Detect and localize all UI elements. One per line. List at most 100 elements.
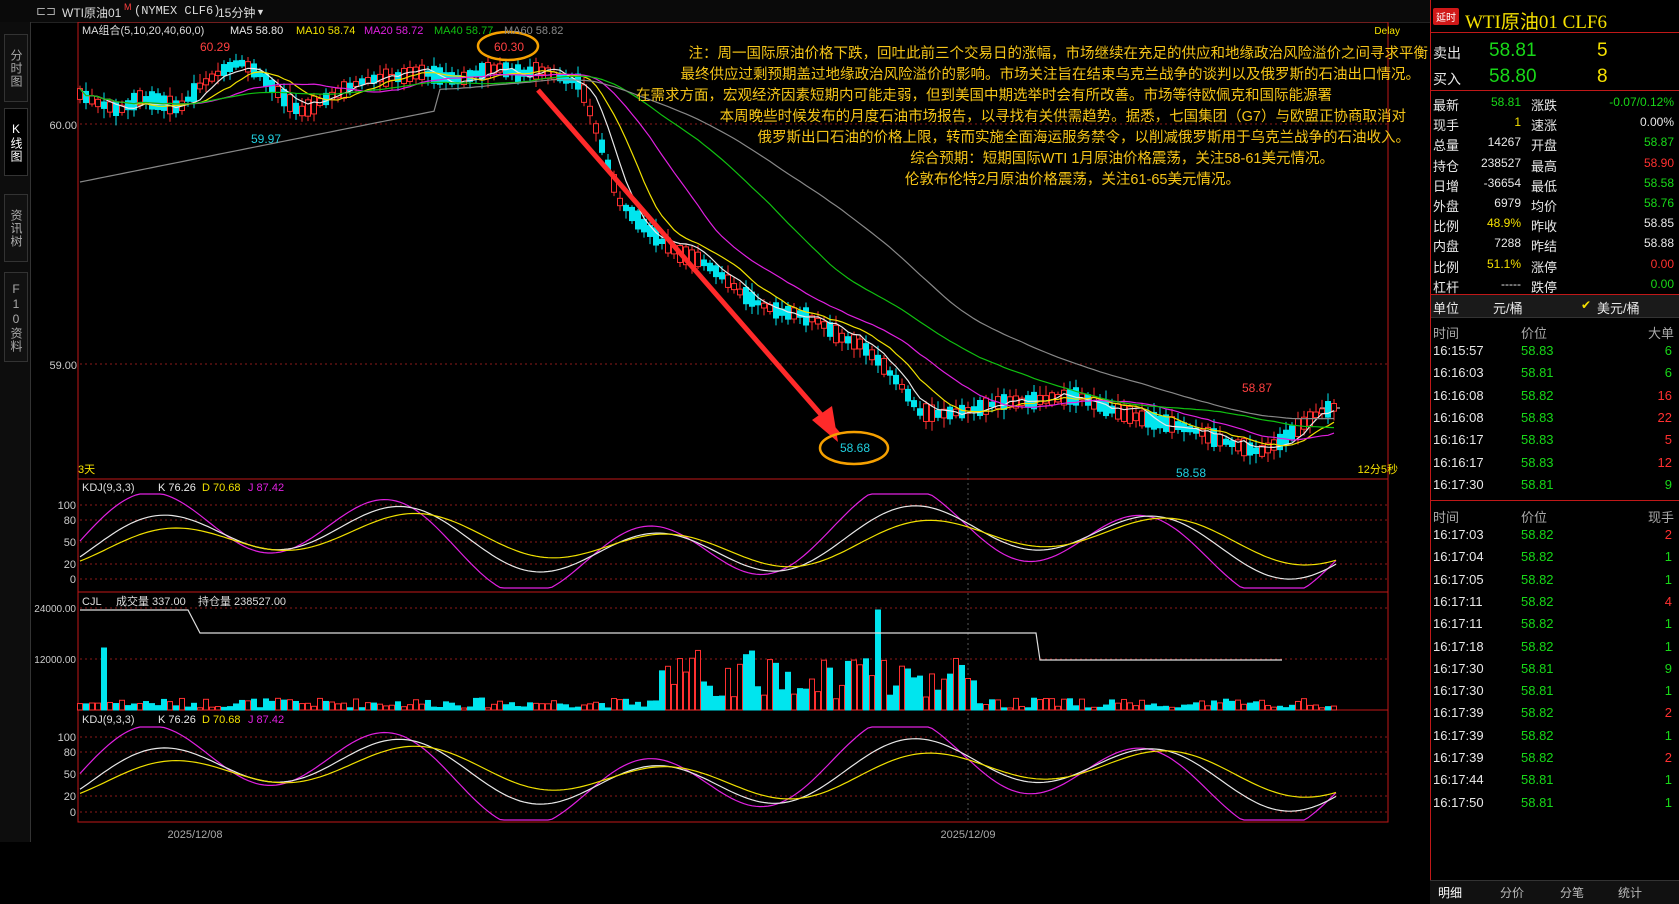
volume-bar bbox=[227, 706, 233, 711]
tick-row[interactable]: 16:17:03 58.82 2 bbox=[1433, 527, 1672, 542]
tick-row[interactable]: 16:17:11 58.82 1 bbox=[1433, 616, 1672, 632]
volume-bar bbox=[989, 699, 995, 711]
tick-row[interactable]: 16:17:50 58.81 1 bbox=[1433, 794, 1672, 810]
kdj1-y-label: 100 bbox=[58, 500, 76, 512]
kdj1-y-label: 80 bbox=[64, 515, 76, 527]
candle-body bbox=[719, 272, 725, 280]
tick-row[interactable]: 16:17:39 58.82 2 bbox=[1433, 750, 1672, 765]
ma5-legend: MA5 58.80 bbox=[230, 25, 283, 37]
tab-stats[interactable]: 统计 bbox=[1618, 886, 1643, 900]
volume-bar bbox=[263, 698, 269, 711]
big-trade-row[interactable]: 16:16:03 58.81 6 bbox=[1433, 365, 1672, 381]
kdj-j-line bbox=[79, 493, 1337, 589]
cjl-legend[interactable]: CJL bbox=[82, 596, 102, 608]
volume-bar bbox=[1109, 699, 1115, 711]
kdj1-legend[interactable]: KDJ(9,3,3) bbox=[82, 482, 135, 494]
tick-row[interactable]: 16:17:39 58.82 1 bbox=[1433, 727, 1672, 743]
instrument-name[interactable]: WTI原油01 bbox=[62, 6, 122, 20]
candle-body bbox=[857, 338, 863, 350]
tick-row[interactable]: 16:17:04 58.82 1 bbox=[1433, 549, 1672, 565]
kdj2-y-label: 0 bbox=[70, 807, 76, 819]
ma-legend-title[interactable]: MA组合(5,10,20,40,60,0) bbox=[82, 23, 204, 37]
tab-f10[interactable]: F10资料 bbox=[4, 272, 28, 362]
candle-body bbox=[755, 300, 761, 306]
candle-body bbox=[1253, 447, 1259, 455]
tab-price-dist[interactable]: 分价 bbox=[1500, 886, 1525, 900]
candle-body bbox=[209, 73, 215, 82]
candle-body bbox=[1031, 391, 1037, 410]
tick-row[interactable]: 16:17:44 58.81 1 bbox=[1433, 772, 1672, 788]
volume-bar bbox=[791, 693, 797, 711]
volume-bar bbox=[875, 609, 881, 711]
sell-row[interactable]: 卖出 58.81 5 bbox=[1433, 40, 1608, 61]
volume-bar bbox=[407, 704, 413, 711]
chevron-down-icon[interactable]: ▼ bbox=[256, 7, 265, 17]
volume-bar bbox=[83, 703, 89, 711]
kdj2-k: K 76.26 bbox=[158, 714, 196, 726]
volume-bar bbox=[683, 671, 689, 711]
volume-bar bbox=[887, 694, 893, 711]
volume-bar bbox=[725, 667, 731, 711]
big-trade-row[interactable]: 16:15:57 58.83 6 bbox=[1433, 343, 1672, 358]
tab-intraday[interactable]: 分时图 bbox=[4, 34, 28, 102]
annotation-line: 在需求方面，宏观经济因素短期内可能走弱，但到美国中期选举时会有所改善。市场等待欧… bbox=[636, 88, 1332, 104]
volume-bar bbox=[761, 694, 767, 711]
y-label-59: 59.00 bbox=[49, 360, 77, 372]
tick-row[interactable]: 16:17:39 58.82 2 bbox=[1433, 705, 1672, 721]
tick-row[interactable]: 16:17:18 58.82 1 bbox=[1433, 638, 1672, 654]
kdj2-legend[interactable]: KDJ(9,3,3) bbox=[82, 714, 135, 726]
volume-bar bbox=[1019, 705, 1025, 711]
cjl-y-12000: 12000.00 bbox=[34, 655, 76, 666]
unit-row[interactable]: 单位 元/桶 ✔ 美元/桶 bbox=[1431, 294, 1679, 318]
tick-row[interactable]: 16:17:05 58.82 1 bbox=[1433, 571, 1672, 587]
volume-bar bbox=[1067, 698, 1073, 711]
ma20-line bbox=[79, 73, 1335, 441]
volume-bar bbox=[767, 659, 773, 711]
volume-bar bbox=[665, 665, 671, 711]
tick-row[interactable]: 16:17:30 58.81 9 bbox=[1433, 660, 1672, 676]
chart-svg[interactable]: 60.29 60.30 59.97 58.68 58.58 58.87 MA组合… bbox=[30, 22, 1430, 882]
kdj-d-line bbox=[79, 512, 1337, 568]
big-trade-row[interactable]: 16:16:17 58.83 5 bbox=[1433, 432, 1672, 448]
kdj-k-line bbox=[79, 738, 1337, 812]
candle-body bbox=[1139, 410, 1145, 427]
unit-cny[interactable]: 元/桶 bbox=[1493, 301, 1523, 316]
tab-ticks[interactable]: 分笔 bbox=[1560, 886, 1585, 900]
volume-bar bbox=[167, 701, 173, 711]
candle-body bbox=[593, 123, 599, 134]
annotation-line: 本周晚些时候发布的月度石油市场报告，以寻找有关供需趋势。据悉，七国集团（G7）与… bbox=[719, 109, 1406, 125]
candle-body bbox=[1301, 416, 1307, 430]
volume-bar bbox=[155, 705, 161, 711]
volume-bar bbox=[1229, 700, 1235, 711]
big-trade-row[interactable]: 16:17:30 58.81 9 bbox=[1433, 476, 1672, 492]
tab-news-tree[interactable]: 资讯树 bbox=[4, 194, 28, 262]
volume-bar bbox=[359, 707, 365, 711]
menu-icon[interactable]: ⊏⊐ bbox=[36, 4, 57, 18]
volume-bar bbox=[383, 705, 389, 711]
buy-row[interactable]: 买入 58.80 8 bbox=[1433, 66, 1608, 87]
unit-usd[interactable]: 美元/桶 bbox=[1597, 301, 1640, 316]
tab-kline[interactable]: K线图 bbox=[4, 108, 28, 176]
big-trade-row[interactable]: 16:16:08 58.83 22 bbox=[1433, 409, 1672, 425]
volume-bar bbox=[431, 706, 437, 711]
candle-body bbox=[935, 409, 941, 418]
volume-bar bbox=[635, 701, 641, 711]
tick-row[interactable]: 16:17:30 58.81 1 bbox=[1433, 683, 1672, 699]
volume-bar bbox=[713, 695, 719, 711]
volume-bar bbox=[1085, 707, 1091, 711]
volume-bar bbox=[1235, 699, 1241, 711]
big-trade-row[interactable]: 16:16:17 58.83 12 bbox=[1433, 454, 1672, 470]
volume-bar bbox=[1097, 706, 1103, 711]
period-select[interactable]: 15分钟 bbox=[218, 6, 256, 20]
volume-bar bbox=[653, 700, 659, 711]
tab-detail[interactable]: 明细 bbox=[1438, 886, 1463, 900]
tick-row[interactable]: 16:17:11 58.82 4 bbox=[1433, 593, 1672, 609]
candle-body bbox=[725, 274, 731, 288]
candle-body bbox=[119, 104, 125, 113]
candle-body bbox=[107, 101, 113, 113]
volume-bar bbox=[299, 703, 305, 711]
candle-body bbox=[929, 404, 935, 422]
volume-bar bbox=[1331, 705, 1337, 711]
candle-body bbox=[977, 399, 983, 417]
big-trade-row[interactable]: 16:16:08 58.82 16 bbox=[1433, 387, 1672, 403]
